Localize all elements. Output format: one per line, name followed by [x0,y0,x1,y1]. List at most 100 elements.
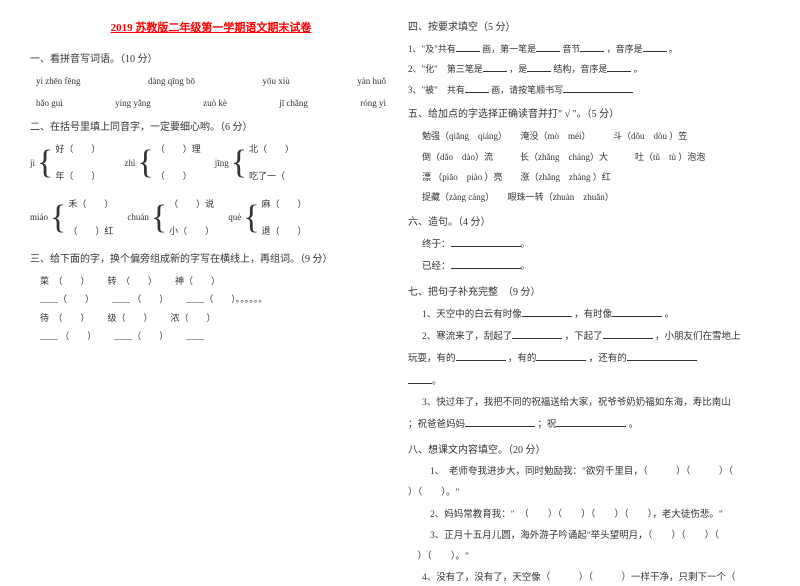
item: （ ） [156,169,201,183]
q8-1b: ）（ ）。" [408,486,770,501]
blank [643,42,667,52]
label: què [228,210,241,224]
q8-4: 4、没有了，没有了，天空像（ ）（ ）一样干净，只剩下一个（ [408,571,770,586]
blank [563,83,633,93]
blank [512,329,562,339]
section-6: 六、造句。（4 分） 终于：。 已经：。 [408,215,770,275]
section-4: 四、按要求填空（5 分） 1、"及"共有 画，第一笔是 音节 ，音序是 。 2、… [408,20,770,97]
py: jī chǎng [279,96,308,110]
t: 画，第一笔是 [482,44,536,54]
pinyin-row-2: bǎo guì yíng yǎng zuò kè jī chǎng róng y… [30,96,392,110]
left-brace: { [37,146,53,180]
t: 2、寒流来了，刮起了 [422,332,512,342]
q8-2: 2、妈妈常教育我：" （ ）（ ）（ ）（ ），老大徒伤悲。" [408,508,770,523]
py: dàng qīng bō [148,74,195,88]
item: 北（ ） [249,142,294,156]
q7-3: 玩耍，有的 ，有的 ，还有的 [408,351,770,367]
items: 好（ ） 年（ ） [55,142,100,183]
radical-row: ____（ ） ____ （ ） ____（ ）。。。。。。 [30,292,392,306]
item: ____ （ ） [40,329,96,343]
q8-3b: ）（ ）。" [408,550,770,565]
pinyin-row-1: yì zhēn fēng dàng qīng bō yōu xiù yàn hu… [30,74,392,88]
blank [408,374,432,384]
blank [456,42,480,52]
right-column: 四、按要求填空（5 分） 1、"及"共有 画，第一笔是 音节 ，音序是 。 2、… [400,20,778,545]
item: （ ）红 [68,224,113,238]
q7-6: ；祝爸爸妈妈 ；祝 。 [408,417,770,433]
item: 麻（ ） [262,197,307,211]
t: ；祝爸爸妈妈 [408,420,465,430]
q4-3: 3、"被" 共有 画，请按笔顺书写 [408,83,770,97]
radical-row: ____ （ ） ____（ ） ____ [30,329,392,343]
py: róng yì [360,96,386,110]
q5-l4: 捉藏（zàng cáng） 眼珠一转（zhuàn zhuǎn） [408,190,770,204]
t: ；祝 [537,420,556,430]
q5-l1: 勉强（qiǎng qiáng） 淹没（mò méi） 斗（dǒu dòu ）笠 [408,129,770,143]
py: yàn huǒ [357,74,386,88]
left-brace: { [231,146,247,180]
q7-3b: 。 [408,374,770,390]
t: ，下起了 [565,332,603,342]
items: （ ）理 （ ） [156,142,201,183]
t: 。 [634,64,643,74]
label: zhì [124,156,135,170]
blank [522,307,572,317]
item: 小（ ） [169,224,214,238]
t: 1、"及"共有 [408,44,456,54]
item: （ ）理 [156,142,201,156]
t: ，音序是 [607,44,643,54]
radical-row: 待 （ ） 级（ ） 浓（ ） [30,311,392,325]
t: 结构，音序是 [553,64,607,74]
item: 神（ ） [175,274,220,288]
item: 转 （ ） [108,274,158,288]
blank [465,83,489,93]
left-column: 2019 苏教版二年级第一学期语文期末试卷 一、看拼音写词语。（10 分） yì… [22,20,400,545]
section-4-heading: 四、按要求填空（5 分） [408,20,770,36]
q8-1: 1、 老师夸我进步大，同时勉励我："欲穷千里目，（ ）（ ）（ [408,465,770,480]
blank [536,42,560,52]
item: 级（ ） [108,311,153,325]
t: ，有的 [508,354,537,364]
t: 终于： [422,240,451,250]
t: 。 [629,420,639,430]
item: ____（ ）。。。。。。 [186,292,267,306]
item: 待 （ ） [40,311,90,325]
blank [607,62,631,72]
section-2: 二、在括号里填上同音字，一定要细心哟。（6 分） jì { 好（ ） 年（ ） … [30,120,392,238]
item: ____（ ） [114,329,168,343]
left-brace: { [151,201,167,235]
item: 年（ ） [55,169,100,183]
exam-title: 2019 苏教版二年级第一学期语文期末试卷 [30,20,392,38]
t: 玩耍，有的 [408,354,456,364]
label: jīng [215,156,229,170]
blank [483,62,507,72]
blank [536,351,586,361]
t: 。 [432,377,442,387]
t: 3、"被" 共有 [408,85,465,95]
left-brace: { [50,201,66,235]
item: （ ）说 [169,197,214,211]
section-3-heading: 三、给下面的字，换个偏旁组成新的字写在横线上，再组词。（9 分） [30,252,392,268]
left-brace: { [243,201,259,235]
py: yì zhēn fēng [36,74,80,88]
section-5-heading: 五、给加点的字选择正确读音并打" √ "。（5 分） [408,107,770,123]
section-5: 五、给加点的字选择正确读音并打" √ "。（5 分） 勉强（qiǎng qián… [408,107,770,205]
q6-2: 已经：。 [408,259,770,275]
items: （ ）说 小（ ） [169,197,214,238]
t: 1、天空中的白云有时像 [422,310,522,320]
t: 2、"化" 第三笔是 [408,64,483,74]
item: ____（ ） [40,292,94,306]
items: 禾（ ） （ ）红 [68,197,113,238]
section-6-heading: 六、造句。（4 分） [408,215,770,231]
label: miáo [30,210,48,224]
q8-3: 3、正月十五月儿圆，海外游子吟诵起"举头望明月，（ ）（ ）（ [408,529,770,544]
t: ，有时像 [574,310,612,320]
item: 好（ ） [55,142,100,156]
blank [612,307,662,317]
t: 画，请按笔顺书写 [491,85,563,95]
blank [627,351,697,361]
left-brace: { [137,146,153,180]
q7-5: 3、快过年了，我把不同的祝福送给大家，祝爷爷奶奶福如东海，寿比南山 [408,396,770,411]
q4-1: 1、"及"共有 画，第一笔是 音节 ，音序是 。 [408,42,770,56]
py: yíng yǎng [115,96,151,110]
